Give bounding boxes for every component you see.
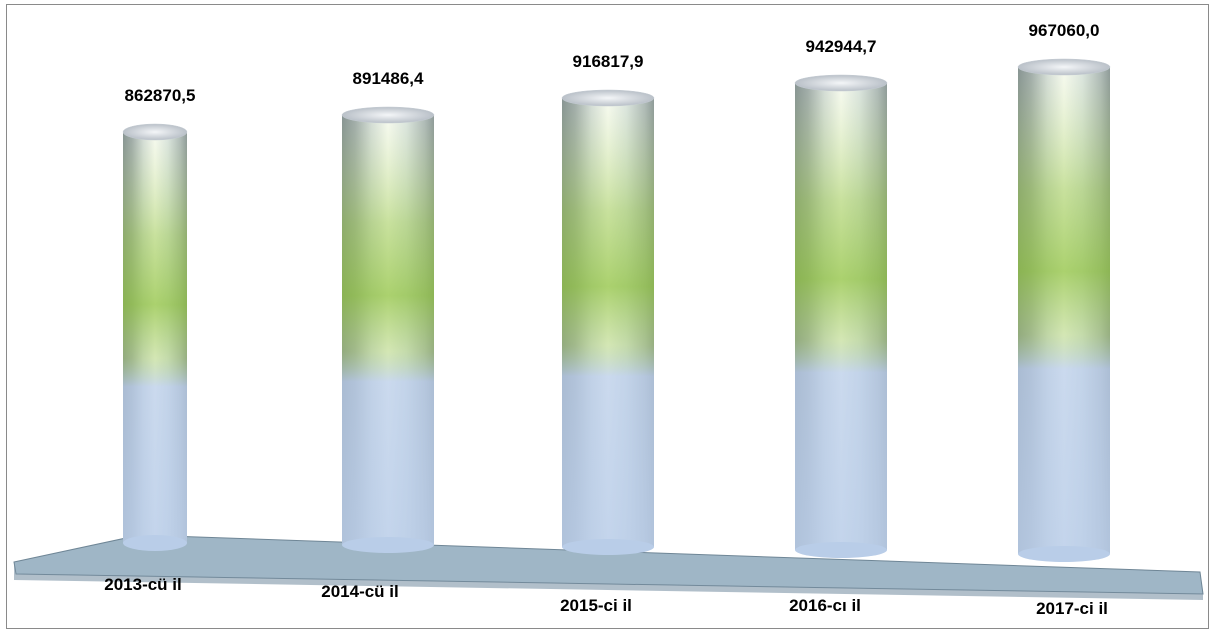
bar-2013-cü il <box>122 123 188 551</box>
value-label: 942944,7 <box>806 37 877 56</box>
value-label: 891486,4 <box>353 69 424 88</box>
bar-top-cap <box>341 106 435 124</box>
category-label: 2014-cü il <box>321 582 399 601</box>
category-label: 2015-ci il <box>560 596 632 615</box>
bar-tint <box>342 115 434 545</box>
bar-tint <box>562 98 654 547</box>
bar-2016-cı il <box>794 74 888 558</box>
bar-top-cap <box>794 74 888 92</box>
bar-tint <box>1018 67 1110 554</box>
bar-top-cap <box>561 89 655 107</box>
bar-2017-ci il <box>1017 58 1111 562</box>
bar-2014-cü il <box>341 106 435 553</box>
bar-top-cap <box>122 123 188 141</box>
bar-2015-ci il <box>561 89 655 555</box>
bar-base <box>342 537 434 553</box>
bar-tint <box>795 83 887 550</box>
bar-base <box>123 535 187 551</box>
category-label: 2017-ci il <box>1036 599 1108 618</box>
value-label: 862870,5 <box>125 86 196 105</box>
bar-tint <box>123 132 187 543</box>
bar-base <box>795 542 887 558</box>
bar-base <box>562 539 654 555</box>
bar-base <box>1018 546 1110 562</box>
chart-floor <box>13 534 1204 595</box>
bar-top-cap <box>1017 58 1111 76</box>
category-label: 2013-cü il <box>104 575 182 594</box>
category-label: 2016-cı il <box>789 596 861 615</box>
value-label: 967060,0 <box>1029 21 1100 40</box>
value-label: 916817,9 <box>573 52 644 71</box>
chart-floor-edge <box>14 562 1203 600</box>
